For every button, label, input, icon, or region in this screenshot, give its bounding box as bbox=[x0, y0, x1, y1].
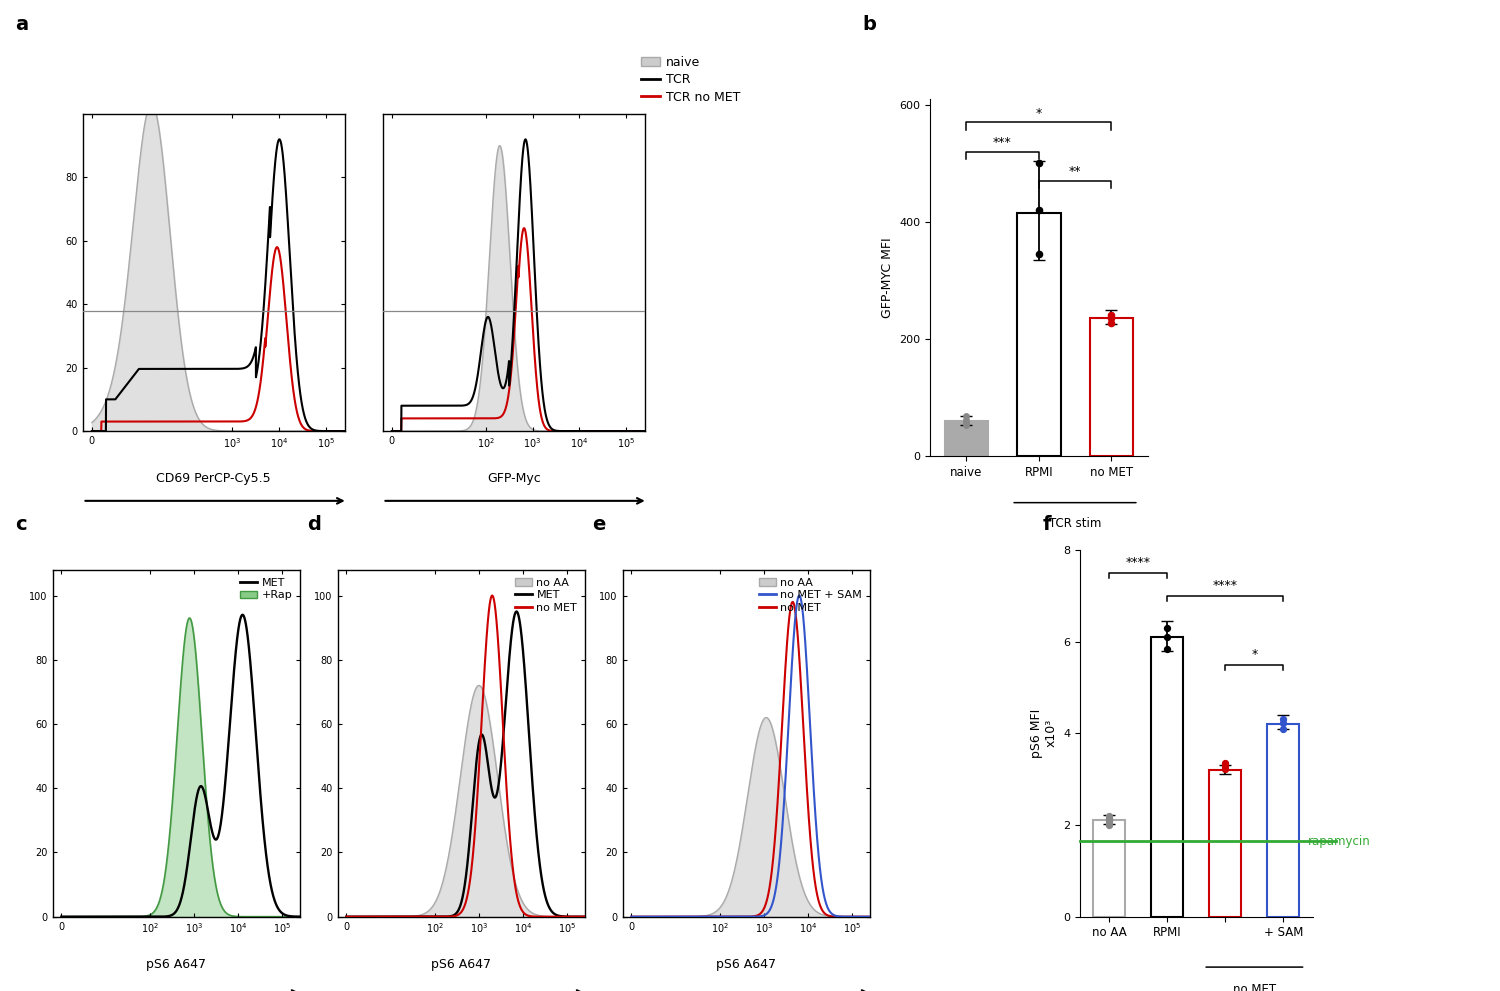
Point bbox=[1272, 720, 1296, 736]
Text: no MET: no MET bbox=[1233, 983, 1276, 991]
Point bbox=[1155, 640, 1179, 656]
Bar bbox=[1017, 213, 1060, 456]
Text: ***: *** bbox=[993, 136, 1012, 149]
Point bbox=[1026, 246, 1050, 262]
Text: f: f bbox=[1042, 515, 1052, 534]
X-axis label: pS6 A647: pS6 A647 bbox=[147, 957, 206, 970]
Text: c: c bbox=[15, 515, 27, 534]
Point bbox=[954, 411, 978, 427]
Point bbox=[1096, 812, 1120, 827]
Text: TCR stim: TCR stim bbox=[1048, 517, 1101, 530]
Legend: no AA, no MET + SAM, no MET: no AA, no MET + SAM, no MET bbox=[758, 576, 864, 615]
Y-axis label: pS6 MFI
x10³: pS6 MFI x10³ bbox=[1029, 709, 1057, 758]
X-axis label: CD69 PerCP-Cy5.5: CD69 PerCP-Cy5.5 bbox=[156, 472, 272, 485]
Point bbox=[1214, 755, 1237, 771]
Point bbox=[1272, 716, 1296, 731]
Point bbox=[1026, 156, 1050, 171]
Y-axis label: GFP-MYC MFI: GFP-MYC MFI bbox=[880, 237, 894, 318]
Point bbox=[1100, 314, 1124, 330]
Bar bbox=[945, 421, 988, 456]
X-axis label: GFP-Myc: GFP-Myc bbox=[488, 472, 540, 485]
Bar bbox=[1268, 724, 1299, 917]
X-axis label: pS6 A647: pS6 A647 bbox=[717, 957, 777, 970]
Text: ****: **** bbox=[1125, 556, 1150, 569]
Text: b: b bbox=[862, 15, 876, 34]
Point bbox=[1096, 817, 1120, 832]
Point bbox=[1096, 813, 1120, 828]
Point bbox=[1155, 629, 1179, 645]
Point bbox=[1155, 620, 1179, 636]
Text: *: * bbox=[1035, 107, 1042, 120]
Point bbox=[1272, 711, 1296, 726]
Text: e: e bbox=[592, 515, 606, 534]
Point bbox=[1214, 758, 1237, 774]
Text: a: a bbox=[15, 15, 28, 34]
Text: d: d bbox=[308, 515, 321, 534]
Point bbox=[1096, 815, 1120, 830]
Text: **: ** bbox=[1068, 165, 1082, 178]
X-axis label: pS6 A647: pS6 A647 bbox=[432, 957, 492, 970]
Bar bbox=[1150, 637, 1184, 917]
Point bbox=[1100, 307, 1124, 323]
Bar bbox=[1089, 318, 1132, 456]
Point bbox=[1214, 761, 1237, 777]
Legend: no AA, MET, no MET: no AA, MET, no MET bbox=[513, 576, 579, 615]
Legend: MET, +Rap: MET, +Rap bbox=[238, 576, 294, 603]
Point bbox=[954, 408, 978, 424]
Point bbox=[954, 417, 978, 433]
Point bbox=[1026, 202, 1050, 218]
Point bbox=[1096, 810, 1120, 826]
Point bbox=[954, 414, 978, 430]
Point bbox=[1096, 808, 1120, 824]
Text: rapamycin: rapamycin bbox=[1308, 834, 1371, 847]
Legend: naive, TCR, TCR no MET: naive, TCR, TCR no MET bbox=[636, 51, 746, 109]
Bar bbox=[1094, 821, 1125, 917]
Point bbox=[1100, 310, 1124, 326]
Text: *: * bbox=[1251, 648, 1257, 661]
Bar bbox=[1209, 770, 1242, 917]
Text: ****: **** bbox=[1214, 579, 1237, 593]
